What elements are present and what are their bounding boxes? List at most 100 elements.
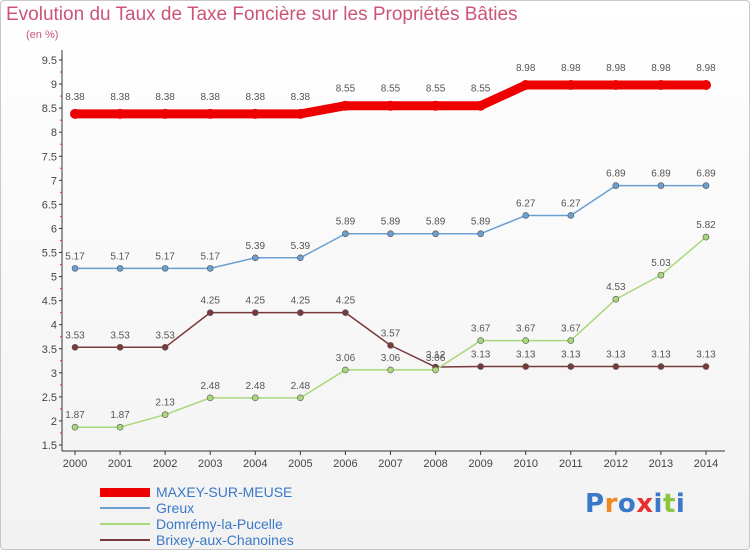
data-label: 3.13 bbox=[651, 350, 671, 361]
data-label: 6.89 bbox=[606, 169, 626, 180]
data-point bbox=[161, 265, 169, 272]
data-point bbox=[657, 182, 665, 189]
data-label: 8.38 bbox=[200, 92, 220, 103]
data-point bbox=[297, 394, 304, 402]
data-label: 8.38 bbox=[291, 92, 311, 103]
data-label: 4.25 bbox=[291, 296, 311, 307]
data-label: 8.38 bbox=[155, 92, 175, 103]
data-point bbox=[567, 337, 575, 344]
x-tick-label: 2009 bbox=[468, 458, 492, 470]
y-tick-label: 8 bbox=[51, 127, 57, 139]
data-label: 3.53 bbox=[65, 330, 85, 341]
data-point bbox=[206, 394, 214, 402]
x-tick-label: 2012 bbox=[604, 458, 628, 470]
data-point bbox=[161, 344, 169, 351]
data-label: 3.13 bbox=[561, 350, 581, 361]
data-label: 3.67 bbox=[471, 324, 491, 335]
data-label: 3.67 bbox=[561, 324, 581, 335]
logo-letter: r bbox=[604, 489, 618, 519]
data-point bbox=[115, 108, 126, 119]
y-tick-label: 5 bbox=[51, 272, 57, 284]
x-tick-label: 2000 bbox=[63, 458, 87, 470]
data-label: 2.48 bbox=[200, 381, 220, 392]
data-point bbox=[657, 271, 665, 279]
data-label: 4.25 bbox=[336, 296, 356, 307]
y-tick-label: 3.5 bbox=[42, 344, 57, 356]
data-label: 3.06 bbox=[426, 353, 446, 364]
data-label: 2.48 bbox=[291, 381, 311, 392]
data-label: 3.57 bbox=[381, 328, 401, 339]
data-point bbox=[297, 309, 304, 316]
y-tick-label: 5.5 bbox=[42, 248, 57, 260]
data-point bbox=[342, 230, 349, 238]
data-point bbox=[702, 182, 710, 189]
y-tick-label: 7.5 bbox=[42, 151, 57, 163]
data-label: 2.48 bbox=[246, 381, 266, 392]
data-point bbox=[612, 363, 620, 370]
data-point bbox=[565, 80, 576, 91]
data-point bbox=[612, 182, 620, 189]
y-tick-label: 4 bbox=[51, 320, 57, 332]
x-tick-label: 2013 bbox=[649, 458, 673, 470]
data-point bbox=[70, 108, 80, 119]
data-point bbox=[477, 230, 484, 238]
data-label: 8.38 bbox=[65, 92, 85, 103]
data-point bbox=[477, 363, 484, 370]
chart-title: Evolution du Taux de Taxe Foncière sur l… bbox=[6, 4, 518, 25]
data-label: 8.98 bbox=[606, 63, 626, 74]
data-point bbox=[251, 394, 259, 402]
x-tick-label: 2006 bbox=[333, 458, 357, 470]
data-label: 5.17 bbox=[65, 251, 85, 262]
data-label: 3.53 bbox=[155, 330, 175, 341]
x-tick-label: 2007 bbox=[378, 458, 402, 470]
data-point bbox=[475, 100, 486, 111]
data-label: 3.67 bbox=[516, 324, 536, 335]
data-label: 3.53 bbox=[110, 330, 130, 341]
data-label: 1.87 bbox=[110, 410, 130, 421]
data-label: 8.98 bbox=[696, 63, 716, 74]
x-tick-label: 2003 bbox=[198, 458, 222, 470]
data-point bbox=[655, 80, 666, 91]
logo-letter: o bbox=[617, 489, 637, 519]
data-label: 8.98 bbox=[651, 63, 671, 74]
data-label: 6.89 bbox=[696, 169, 716, 180]
proxiti-logo: Proxiti bbox=[585, 489, 685, 519]
data-label: 1.87 bbox=[65, 410, 85, 421]
logo-letter: P bbox=[585, 489, 605, 519]
data-point bbox=[340, 100, 351, 111]
data-label: 8.55 bbox=[471, 84, 491, 95]
y-tick-label: 1.5 bbox=[42, 440, 57, 452]
data-point bbox=[116, 265, 124, 272]
data-label: 6.89 bbox=[651, 169, 671, 180]
data-point bbox=[612, 295, 620, 303]
data-label: 8.38 bbox=[246, 92, 266, 103]
x-tick-label: 2001 bbox=[108, 458, 132, 470]
data-point bbox=[385, 100, 396, 111]
data-label: 5.17 bbox=[110, 251, 130, 262]
data-label: 6.27 bbox=[561, 198, 581, 209]
data-point bbox=[71, 344, 79, 351]
data-point bbox=[522, 363, 530, 370]
data-label: 5.89 bbox=[426, 217, 446, 228]
y-tick-label: 9.5 bbox=[42, 55, 57, 67]
line-chart: 1.5 2 2.5 3 3.5 4 4.5 5 5.5 6 6.5 7 7.5 8 8.5 9 9.5 2000 2… bbox=[42, 50, 725, 470]
y-tick-label: 6.5 bbox=[42, 199, 57, 211]
data-point bbox=[477, 337, 484, 344]
data-label: 3.06 bbox=[336, 353, 356, 364]
data-point bbox=[116, 344, 124, 351]
x-tick-label: 2004 bbox=[243, 458, 267, 470]
data-label: 3.13 bbox=[696, 350, 716, 361]
data-point bbox=[206, 265, 214, 272]
x-tick-label: 2011 bbox=[559, 458, 583, 470]
data-point bbox=[205, 108, 216, 119]
data-point bbox=[116, 423, 124, 431]
x-tick-label: 2014 bbox=[694, 458, 718, 470]
x-tick-label: 2010 bbox=[513, 458, 537, 470]
logo-letter: i bbox=[653, 489, 663, 519]
data-point bbox=[701, 80, 711, 91]
legend-label: MAXEY-SUR-MEUSE bbox=[156, 484, 293, 500]
data-label: 4.25 bbox=[200, 296, 220, 307]
y-tick-label: 8.5 bbox=[42, 103, 57, 115]
y-tick-label: 2.5 bbox=[42, 392, 57, 404]
data-point bbox=[387, 342, 394, 349]
